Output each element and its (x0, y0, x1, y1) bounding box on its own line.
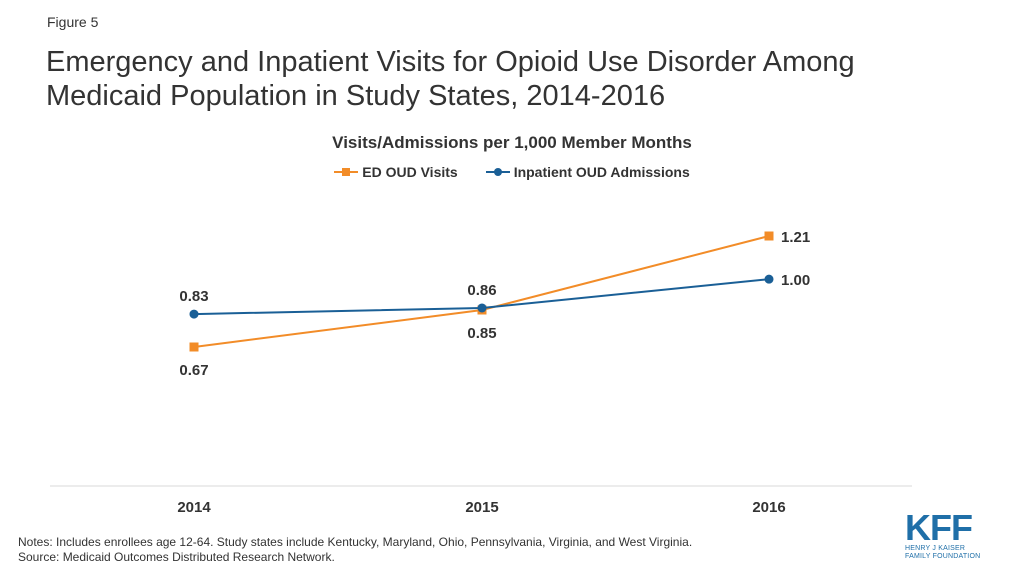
data-label-0-2014: 0.67 (179, 362, 208, 379)
data-label-1-2016: 1.00 (781, 272, 810, 289)
logo-subtitle-1: HENRY J KAISER (905, 545, 966, 552)
x-tick-label-2014: 2014 (177, 499, 211, 516)
source-line: Source: Medicaid Outcomes Distributed Re… (18, 550, 335, 564)
data-label-1-2014: 0.83 (179, 288, 208, 305)
legend-label-inpatient: Inpatient OUD Admissions (513, 164, 690, 180)
data-label-1-2015: 0.86 (467, 282, 496, 299)
legend-label-ed: ED OUD Visits (362, 164, 458, 180)
data-label-0-2015: 0.85 (467, 325, 496, 342)
legend-marker-ed (334, 168, 359, 176)
data-point-1-2014 (189, 309, 199, 319)
data-point-1-2016 (764, 274, 774, 284)
kff-logo: KFF HENRY J KAISER FAMILY FOUNDATION (905, 507, 995, 561)
x-tick-label-2015: 2015 (465, 499, 498, 516)
data-point-1-2015 (477, 303, 487, 313)
logo-wordmark: KFF (905, 507, 973, 548)
figure-label: Figure 5 (47, 14, 99, 30)
legend-item-inpatient: Inpatient OUD Admissions (485, 164, 690, 180)
data-point-0-2016 (764, 231, 774, 241)
notes-line: Notes: Includes enrollees age 12-64. Stu… (18, 535, 693, 549)
data-label-0-2016: 1.21 (781, 229, 810, 246)
page-title: Emergency and Inpatient Visits for Opioi… (46, 46, 855, 112)
legend-marker-inpatient (485, 168, 510, 176)
chart-title: Visits/Admissions per 1,000 Member Month… (332, 133, 692, 152)
legend-item-ed: ED OUD Visits (334, 164, 458, 180)
notes: Notes: Includes enrollees age 12-64. Stu… (18, 535, 692, 565)
logo-subtitle-2: FAMILY FOUNDATION (905, 553, 981, 560)
x-tick-label-2016: 2016 (752, 499, 785, 516)
data-point-0-2014 (189, 342, 199, 352)
chart-legend: ED OUD Visits Inpatient OUD Admissions (0, 164, 1024, 180)
